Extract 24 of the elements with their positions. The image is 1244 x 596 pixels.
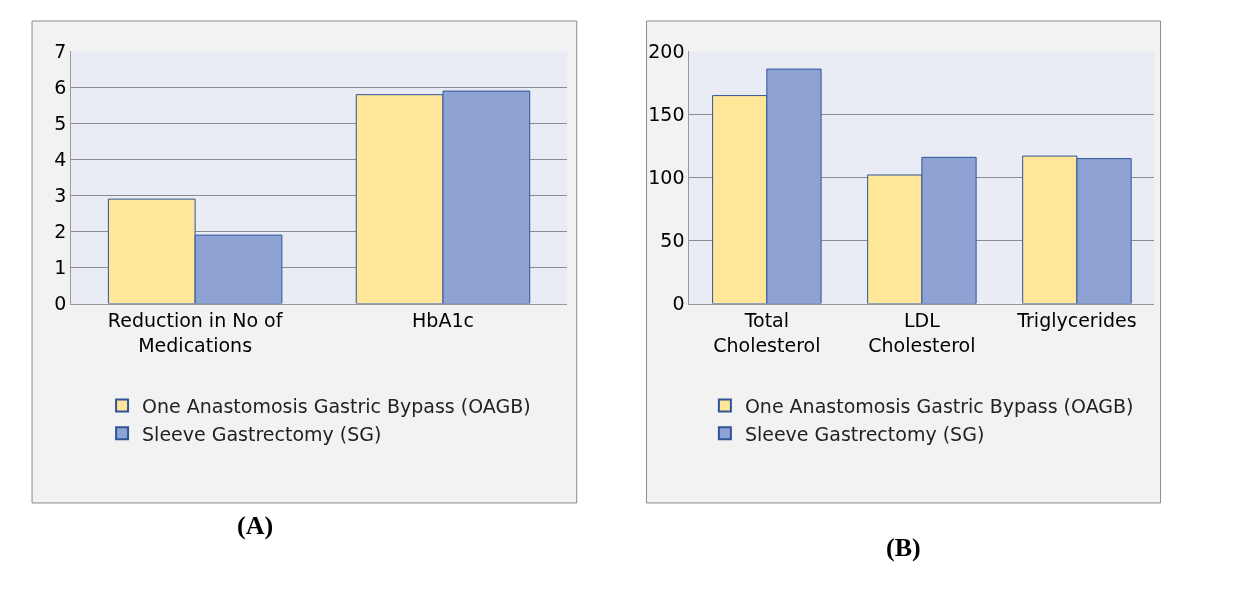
text: (A) xyxy=(237,511,274,540)
legend-label: One Anastomosis Gastric Bypass (OAGB) xyxy=(744,394,1134,417)
y-tick-label: 3 xyxy=(54,184,67,207)
y-tick-label: 150 xyxy=(648,103,685,126)
legend-label: One Anastomosis Gastric Bypass (OAGB) xyxy=(142,394,531,417)
text: (B) xyxy=(886,533,921,562)
y-tick-label: 100 xyxy=(648,166,685,189)
legend-label: Sleeve Gastrectomy (SG) xyxy=(744,422,985,445)
y-tick-label: 0 xyxy=(672,292,685,315)
x-tick-label: Total Cholesterol xyxy=(713,309,821,357)
y-tick-label: 200 xyxy=(648,40,685,63)
legend-label: Sleeve Gastrectomy (SG) xyxy=(142,422,382,445)
y-tick-label: 1 xyxy=(54,256,67,279)
x-tick-label: LDL Cholesterol xyxy=(868,309,976,357)
y-tick-label: 5 xyxy=(54,112,67,135)
x-tick-label: HbA1c xyxy=(412,309,474,332)
y-tick-label: 0 xyxy=(54,292,67,315)
y-tick-label: 6 xyxy=(54,76,67,99)
x-tick-label: Triglycerides xyxy=(1016,309,1137,332)
y-tick-label: 7 xyxy=(54,40,67,63)
y-tick-label: 4 xyxy=(54,148,67,171)
x-tick-label: Reduction in No of Medications xyxy=(107,309,284,357)
y-tick-label: 50 xyxy=(660,229,685,252)
y-tick-label: 2 xyxy=(54,220,67,243)
